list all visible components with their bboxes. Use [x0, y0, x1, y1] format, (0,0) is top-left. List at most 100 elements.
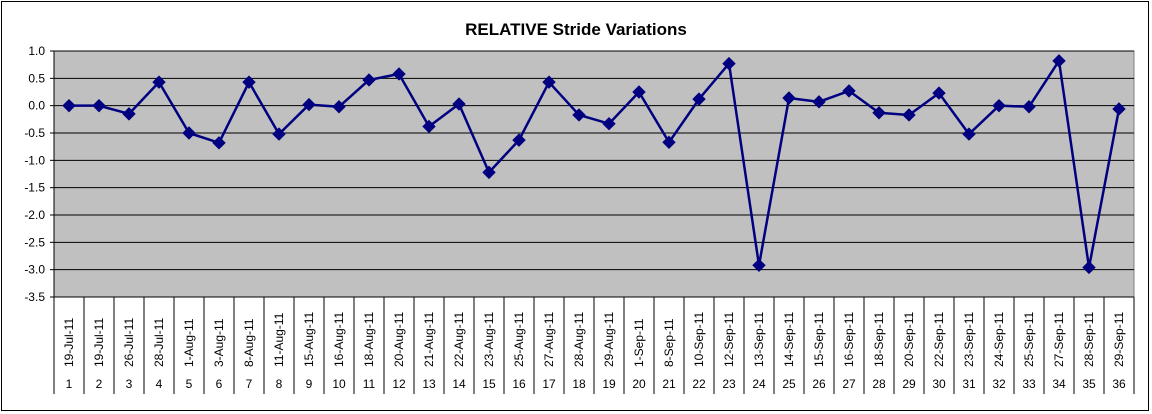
x-date-label: 22-Sep-11 — [932, 312, 946, 367]
y-tick-label: 0.0 — [28, 99, 45, 113]
y-tick-label: -1.0 — [24, 153, 45, 167]
data-point-marker — [302, 97, 316, 112]
x-index-label: 28 — [872, 377, 886, 391]
x-date-label: 27-Aug-11 — [542, 312, 556, 367]
x-index-label: 24 — [752, 377, 766, 391]
x-index-label: 4 — [156, 377, 163, 391]
x-date-label: 19-Jul-11 — [92, 318, 106, 367]
x-date-label: 18-Sep-11 — [872, 312, 886, 367]
x-date-label: 10-Sep-11 — [692, 312, 706, 367]
x-date-label: 13-Sep-11 — [752, 312, 766, 367]
x-date-label: 8-Aug-11 — [242, 318, 256, 367]
y-tick-label: -3.5 — [24, 290, 45, 304]
data-point-marker — [902, 108, 916, 122]
x-index-label: 5 — [186, 377, 193, 391]
x-date-label: 24-Sep-11 — [992, 312, 1006, 367]
data-point-marker — [632, 85, 646, 99]
x-date-label: 23-Aug-11 — [482, 312, 496, 367]
x-index-label: 10 — [332, 377, 346, 391]
x-index-label: 2 — [96, 377, 103, 391]
x-index-label: 29 — [902, 377, 916, 391]
data-point-marker — [152, 75, 166, 89]
x-date-label: 20-Sep-11 — [902, 312, 916, 367]
data-point-marker — [1022, 100, 1036, 114]
x-date-label: 11-Aug-11 — [272, 312, 286, 367]
x-index-label: 13 — [422, 377, 436, 391]
x-index-label: 1 — [66, 377, 73, 391]
data-point-marker — [212, 136, 226, 150]
x-date-label: 21-Aug-11 — [422, 312, 436, 367]
x-index-label: 3 — [126, 377, 133, 391]
chart-title: RELATIVE Stride Variations — [465, 20, 687, 39]
x-date-label: 18-Aug-11 — [362, 312, 376, 367]
data-point-marker — [812, 95, 826, 109]
x-date-label: 19-Jul-11 — [62, 318, 76, 367]
data-point-marker — [482, 165, 496, 180]
data-point-marker — [272, 127, 286, 141]
x-index-label: 23 — [722, 377, 736, 391]
y-tick-label: -1.5 — [24, 181, 45, 195]
x-index-label: 9 — [306, 377, 313, 391]
x-index-label: 18 — [572, 377, 586, 391]
data-point-marker — [932, 86, 946, 100]
x-index-label: 7 — [246, 377, 253, 391]
data-point-marker — [542, 75, 556, 89]
x-date-label: 25-Sep-11 — [1022, 312, 1036, 367]
y-tick-label: 1.0 — [28, 44, 45, 58]
data-point-marker — [62, 98, 76, 113]
x-index-label: 16 — [512, 377, 526, 391]
data-point-marker — [752, 258, 766, 273]
x-index-label: 8 — [276, 377, 283, 391]
x-date-label: 12-Sep-11 — [722, 312, 736, 367]
x-date-label: 29-Sep-11 — [1112, 312, 1126, 367]
x-index-label: 26 — [812, 377, 826, 391]
x-index-label: 20 — [632, 377, 646, 391]
x-index-label: 31 — [962, 377, 976, 391]
x-date-label: 15-Sep-11 — [812, 312, 826, 367]
plot-background — [53, 50, 1135, 298]
data-point-marker — [872, 106, 886, 120]
x-date-label: 15-Aug-11 — [302, 312, 316, 367]
x-index-label: 12 — [392, 377, 406, 391]
data-point-marker — [362, 73, 376, 87]
x-index-label: 27 — [842, 377, 856, 391]
plot-area — [53, 50, 1135, 298]
data-point-marker — [332, 100, 346, 114]
x-date-label: 26-Jul-11 — [122, 318, 136, 367]
x-date-label: 27-Sep-11 — [1052, 312, 1066, 367]
x-date-label: 25-Aug-11 — [512, 312, 526, 367]
data-point-marker — [992, 98, 1006, 113]
x-date-label: 22-Aug-11 — [452, 312, 466, 367]
data-point-marker — [242, 75, 256, 89]
data-point-marker — [182, 126, 196, 140]
data-point-marker — [782, 91, 796, 105]
x-index-label: 32 — [992, 377, 1006, 391]
data-point-marker — [392, 67, 406, 81]
x-index-label: 34 — [1052, 377, 1066, 391]
x-date-label: 29-Aug-11 — [602, 312, 616, 367]
y-tick-label: 0.5 — [28, 71, 45, 85]
x-index-label: 25 — [782, 377, 796, 391]
x-date-label: 8-Sep-11 — [662, 318, 676, 367]
x-index-label: 22 — [692, 377, 706, 391]
x-index-label: 15 — [482, 377, 496, 391]
x-date-label: 1-Sep-11 — [632, 318, 646, 367]
data-point-marker — [422, 119, 436, 134]
x-index-label: 6 — [216, 377, 223, 391]
data-point-marker — [962, 127, 976, 141]
data-point-marker — [122, 107, 136, 121]
data-point-marker — [1082, 260, 1096, 275]
y-tick-label: -2.5 — [24, 235, 45, 249]
data-point-marker — [722, 56, 736, 71]
x-date-label: 1-Aug-11 — [182, 318, 196, 367]
data-point-marker — [1112, 102, 1126, 116]
x-index-label: 30 — [932, 377, 946, 391]
x-index-label: 19 — [602, 377, 616, 391]
x-index-label: 14 — [452, 377, 466, 391]
series-layer — [62, 54, 1126, 275]
x-date-label: 14-Sep-11 — [782, 312, 796, 367]
x-date-label: 16-Aug-11 — [332, 312, 346, 367]
data-point-marker — [602, 116, 616, 131]
x-index-label: 17 — [542, 377, 556, 391]
